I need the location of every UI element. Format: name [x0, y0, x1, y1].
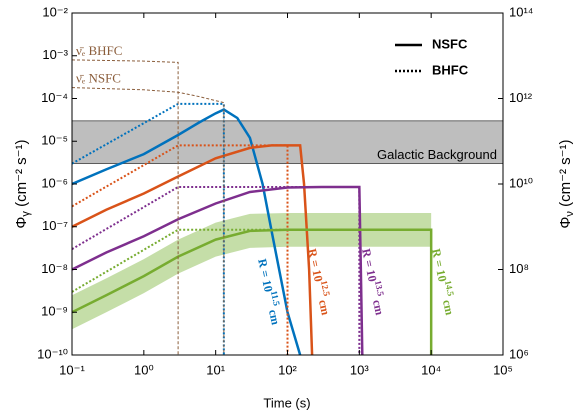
y2-tick-label: 10¹⁴	[509, 4, 533, 19]
series-line	[72, 59, 179, 355]
annotation-text: R = 10	[255, 257, 276, 293]
y-tick-label: 10⁻⁸	[41, 261, 68, 276]
series-line	[72, 185, 364, 355]
x-axis-label: Time (s)	[263, 395, 310, 410]
x-tick-label: 10²	[278, 362, 297, 377]
legend-label: BHFC	[432, 62, 469, 77]
series-name: ν̄ₑ BHFC	[76, 43, 122, 58]
series-line	[72, 144, 314, 355]
legend-label: NSFC	[432, 36, 468, 51]
annotation-unit: cm	[370, 295, 388, 316]
background-label: Galactic Background	[377, 147, 497, 162]
annotation-text: R = 10	[359, 247, 380, 283]
x-tick-label: 10⁰	[134, 362, 154, 377]
annotation-exponent: 13.5	[373, 279, 386, 297]
annotation-exponent: 11.5	[269, 290, 282, 307]
y2-tick-label: 10¹⁰	[509, 175, 533, 190]
annotation-exponent: 14.5	[443, 279, 456, 297]
y2-label-sub: ν	[564, 211, 576, 217]
series-line	[72, 144, 289, 355]
x-tick-label: 10¹	[206, 362, 225, 377]
annotation-text: R = 10	[305, 247, 326, 283]
y-tick-label: 10⁻¹⁰	[37, 346, 68, 361]
y2-tick-label: 10¹²	[509, 90, 533, 105]
series-annotation: R = 1014.5 cm	[429, 247, 459, 317]
annotation-unit: cm	[316, 295, 334, 316]
y-tick-label: 10⁻³	[42, 47, 68, 62]
y2-tick-label: 10⁶	[509, 346, 529, 361]
plot-area	[72, 59, 503, 355]
y2-tick-label: 10⁸	[509, 261, 529, 276]
y-label-sub: γ	[20, 211, 32, 217]
y-tick-label: 10⁻²	[42, 4, 68, 19]
series-line	[72, 87, 225, 355]
y-tick-label: 10⁻⁶	[41, 175, 68, 190]
annotation-unit: cm	[440, 295, 458, 316]
series-annotation: R = 1011.5 cm	[255, 257, 285, 326]
series-line	[72, 186, 361, 355]
x-tick-label: 10⁵	[493, 362, 513, 377]
y-tick-label: 10⁻⁵	[41, 133, 68, 148]
series-name: ν̄ₑ NSFC	[76, 71, 121, 86]
y-label-unit: (cm⁻² s⁻¹)	[13, 139, 30, 211]
annotation-exponent: 12.5	[319, 279, 332, 297]
uncertainty-band	[72, 212, 432, 330]
y-tick-label: 10⁻⁴	[41, 90, 68, 105]
y-tick-label: 10⁻⁹	[41, 304, 68, 319]
series-line	[72, 228, 432, 293]
x-tick-label: 10⁻¹	[59, 362, 85, 377]
series-annotation: R = 1013.5 cm	[359, 247, 389, 317]
y2-label-unit: (cm⁻² s⁻¹)	[557, 139, 574, 211]
x-tick-label: 10⁴	[421, 362, 441, 377]
annotation-text: R = 10	[429, 247, 450, 283]
y-axis-label: Φγ (cm⁻² s⁻¹)	[13, 139, 32, 228]
background-band	[72, 120, 503, 165]
y2-axis-label: Φν (cm⁻² s⁻¹)	[557, 139, 576, 228]
x-tick-label: 10³	[350, 362, 369, 377]
series-annotation: R = 1012.5 cm	[305, 247, 335, 317]
y2-label-symbol: Φ	[557, 217, 574, 229]
y-label-symbol: Φ	[13, 217, 30, 229]
annotation-unit: cm	[266, 305, 284, 326]
y-tick-label: 10⁻⁷	[42, 218, 68, 233]
